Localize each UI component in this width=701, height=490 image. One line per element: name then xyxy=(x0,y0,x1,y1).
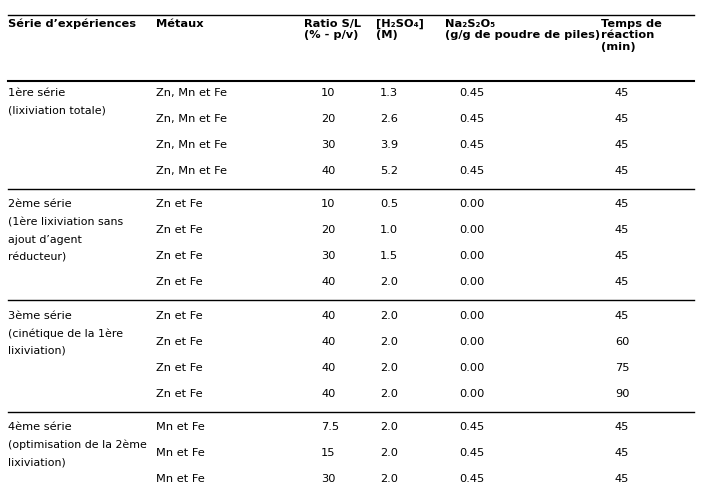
Text: [H₂SO₄]
(M): [H₂SO₄] (M) xyxy=(376,19,424,41)
Text: 60: 60 xyxy=(615,337,629,346)
Text: 3.9: 3.9 xyxy=(380,140,398,150)
Text: Zn et Fe: Zn et Fe xyxy=(156,311,203,320)
Text: 45: 45 xyxy=(615,251,629,261)
Text: 45: 45 xyxy=(615,422,629,432)
Text: 2.0: 2.0 xyxy=(380,448,398,458)
Text: 4ème série: 4ème série xyxy=(8,422,72,432)
Text: 20: 20 xyxy=(321,114,336,124)
Text: 45: 45 xyxy=(615,199,629,209)
Text: Mn et Fe: Mn et Fe xyxy=(156,422,205,432)
Text: Zn, Mn et Fe: Zn, Mn et Fe xyxy=(156,140,226,150)
Text: 0.45: 0.45 xyxy=(459,114,484,124)
Text: (cinétique de la 1ère: (cinétique de la 1ère xyxy=(8,328,123,339)
Text: 10: 10 xyxy=(321,88,336,98)
Text: 2.0: 2.0 xyxy=(380,311,398,320)
Text: 40: 40 xyxy=(321,166,336,176)
Text: 1.5: 1.5 xyxy=(380,251,398,261)
Text: Mn et Fe: Mn et Fe xyxy=(156,474,205,484)
Text: 0.45: 0.45 xyxy=(459,422,484,432)
Text: 45: 45 xyxy=(615,88,629,98)
Text: Zn et Fe: Zn et Fe xyxy=(156,337,203,346)
Text: 2.0: 2.0 xyxy=(380,474,398,484)
Text: (1ère lixiviation sans: (1ère lixiviation sans xyxy=(8,217,123,227)
Text: 0.00: 0.00 xyxy=(459,389,484,398)
Text: 0.00: 0.00 xyxy=(459,277,484,287)
Text: 0.00: 0.00 xyxy=(459,337,484,346)
Text: 2.0: 2.0 xyxy=(380,337,398,346)
Text: 2.0: 2.0 xyxy=(380,277,398,287)
Text: Temps de
réaction
(min): Temps de réaction (min) xyxy=(601,19,662,52)
Text: 0.00: 0.00 xyxy=(459,199,484,209)
Text: 30: 30 xyxy=(321,474,336,484)
Text: 30: 30 xyxy=(321,140,336,150)
Text: 0.45: 0.45 xyxy=(459,88,484,98)
Text: 2ème série: 2ème série xyxy=(8,199,72,209)
Text: 75: 75 xyxy=(615,363,629,372)
Text: lixiviation): lixiviation) xyxy=(8,457,66,467)
Text: Zn et Fe: Zn et Fe xyxy=(156,389,203,398)
Text: 10: 10 xyxy=(321,199,336,209)
Text: 0.45: 0.45 xyxy=(459,140,484,150)
Text: 45: 45 xyxy=(615,448,629,458)
Text: Ratio S/L
(% - p/v): Ratio S/L (% - p/v) xyxy=(304,19,360,40)
Text: Série d’expériences: Série d’expériences xyxy=(8,19,137,29)
Text: Zn et Fe: Zn et Fe xyxy=(156,251,203,261)
Text: Mn et Fe: Mn et Fe xyxy=(156,448,205,458)
Text: 0.00: 0.00 xyxy=(459,225,484,235)
Text: 45: 45 xyxy=(615,225,629,235)
Text: Zn et Fe: Zn et Fe xyxy=(156,277,203,287)
Text: 40: 40 xyxy=(321,363,336,372)
Text: Zn et Fe: Zn et Fe xyxy=(156,225,203,235)
Text: 1.3: 1.3 xyxy=(380,88,398,98)
Text: 45: 45 xyxy=(615,114,629,124)
Text: 40: 40 xyxy=(321,311,336,320)
Text: 2.0: 2.0 xyxy=(380,422,398,432)
Text: ajout d’agent: ajout d’agent xyxy=(8,235,82,245)
Text: lixiviation): lixiviation) xyxy=(8,346,66,356)
Text: 45: 45 xyxy=(615,277,629,287)
Text: 0.00: 0.00 xyxy=(459,363,484,372)
Text: 45: 45 xyxy=(615,474,629,484)
Text: Zn, Mn et Fe: Zn, Mn et Fe xyxy=(156,166,226,176)
Text: Zn, Mn et Fe: Zn, Mn et Fe xyxy=(156,88,226,98)
Text: 40: 40 xyxy=(321,277,336,287)
Text: 20: 20 xyxy=(321,225,336,235)
Text: 90: 90 xyxy=(615,389,629,398)
Text: réducteur): réducteur) xyxy=(8,252,67,262)
Text: Métaux: Métaux xyxy=(156,19,203,28)
Text: Zn et Fe: Zn et Fe xyxy=(156,363,203,372)
Text: 0.5: 0.5 xyxy=(380,199,398,209)
Text: 45: 45 xyxy=(615,311,629,320)
Text: 0.45: 0.45 xyxy=(459,448,484,458)
Text: 2.6: 2.6 xyxy=(380,114,397,124)
Text: 45: 45 xyxy=(615,166,629,176)
Text: 30: 30 xyxy=(321,251,336,261)
Text: (lixiviation totale): (lixiviation totale) xyxy=(8,106,107,116)
Text: Zn et Fe: Zn et Fe xyxy=(156,199,203,209)
Text: 5.2: 5.2 xyxy=(380,166,398,176)
Text: 1.0: 1.0 xyxy=(380,225,398,235)
Text: Na₂S₂O₅
(g/g de poudre de piles): Na₂S₂O₅ (g/g de poudre de piles) xyxy=(445,19,600,40)
Text: 0.00: 0.00 xyxy=(459,251,484,261)
Text: Zn, Mn et Fe: Zn, Mn et Fe xyxy=(156,114,226,124)
Text: 7.5: 7.5 xyxy=(321,422,339,432)
Text: 0.45: 0.45 xyxy=(459,166,484,176)
Text: 40: 40 xyxy=(321,337,336,346)
Text: 15: 15 xyxy=(321,448,336,458)
Text: 2.0: 2.0 xyxy=(380,363,398,372)
Text: 45: 45 xyxy=(615,140,629,150)
Text: 3ème série: 3ème série xyxy=(8,311,72,320)
Text: 0.00: 0.00 xyxy=(459,311,484,320)
Text: 40: 40 xyxy=(321,389,336,398)
Text: (optimisation de la 2ème: (optimisation de la 2ème xyxy=(8,440,147,450)
Text: 2.0: 2.0 xyxy=(380,389,398,398)
Text: 0.45: 0.45 xyxy=(459,474,484,484)
Text: 1ère série: 1ère série xyxy=(8,88,66,98)
